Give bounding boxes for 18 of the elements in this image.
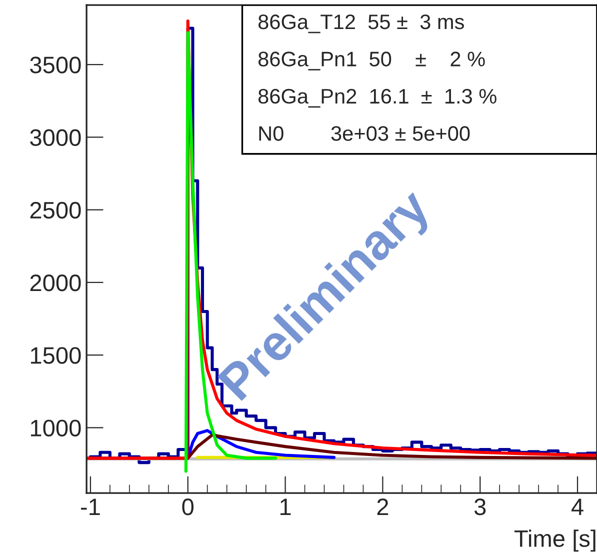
x-axis-title: Time [s] [514, 530, 596, 552]
annotation: N0 3e+03 ± 5e+00 [259, 126, 470, 141]
y-tick-label: 3500 [30, 56, 81, 74]
annotation: 86Ga_Pn1 50 ± 2 % [258, 52, 485, 70]
x-tick-label: 2 [377, 498, 388, 516]
x-tick-label: 3 [474, 498, 486, 516]
annotation: 86Ga_T12 55 ± 3 ms [258, 14, 464, 34]
x-tick-label: -1 [81, 498, 100, 516]
y-tick-label: 1500 [30, 347, 81, 364]
y-tick-label: 3000 [30, 129, 81, 146]
y-tick-label: 1000 [30, 420, 81, 436]
x-tick-label: 0 [182, 498, 194, 516]
y-tick-label: 2500 [30, 202, 81, 219]
y-tick-label: 2000 [30, 274, 81, 292]
x-tick-label: 1 [280, 498, 291, 516]
x-tick-label: 4 [571, 498, 584, 516]
line-series [186, 429, 336, 460]
annotation: 86Ga_Pn2 16.1 ± 1.3 % [258, 88, 496, 108]
